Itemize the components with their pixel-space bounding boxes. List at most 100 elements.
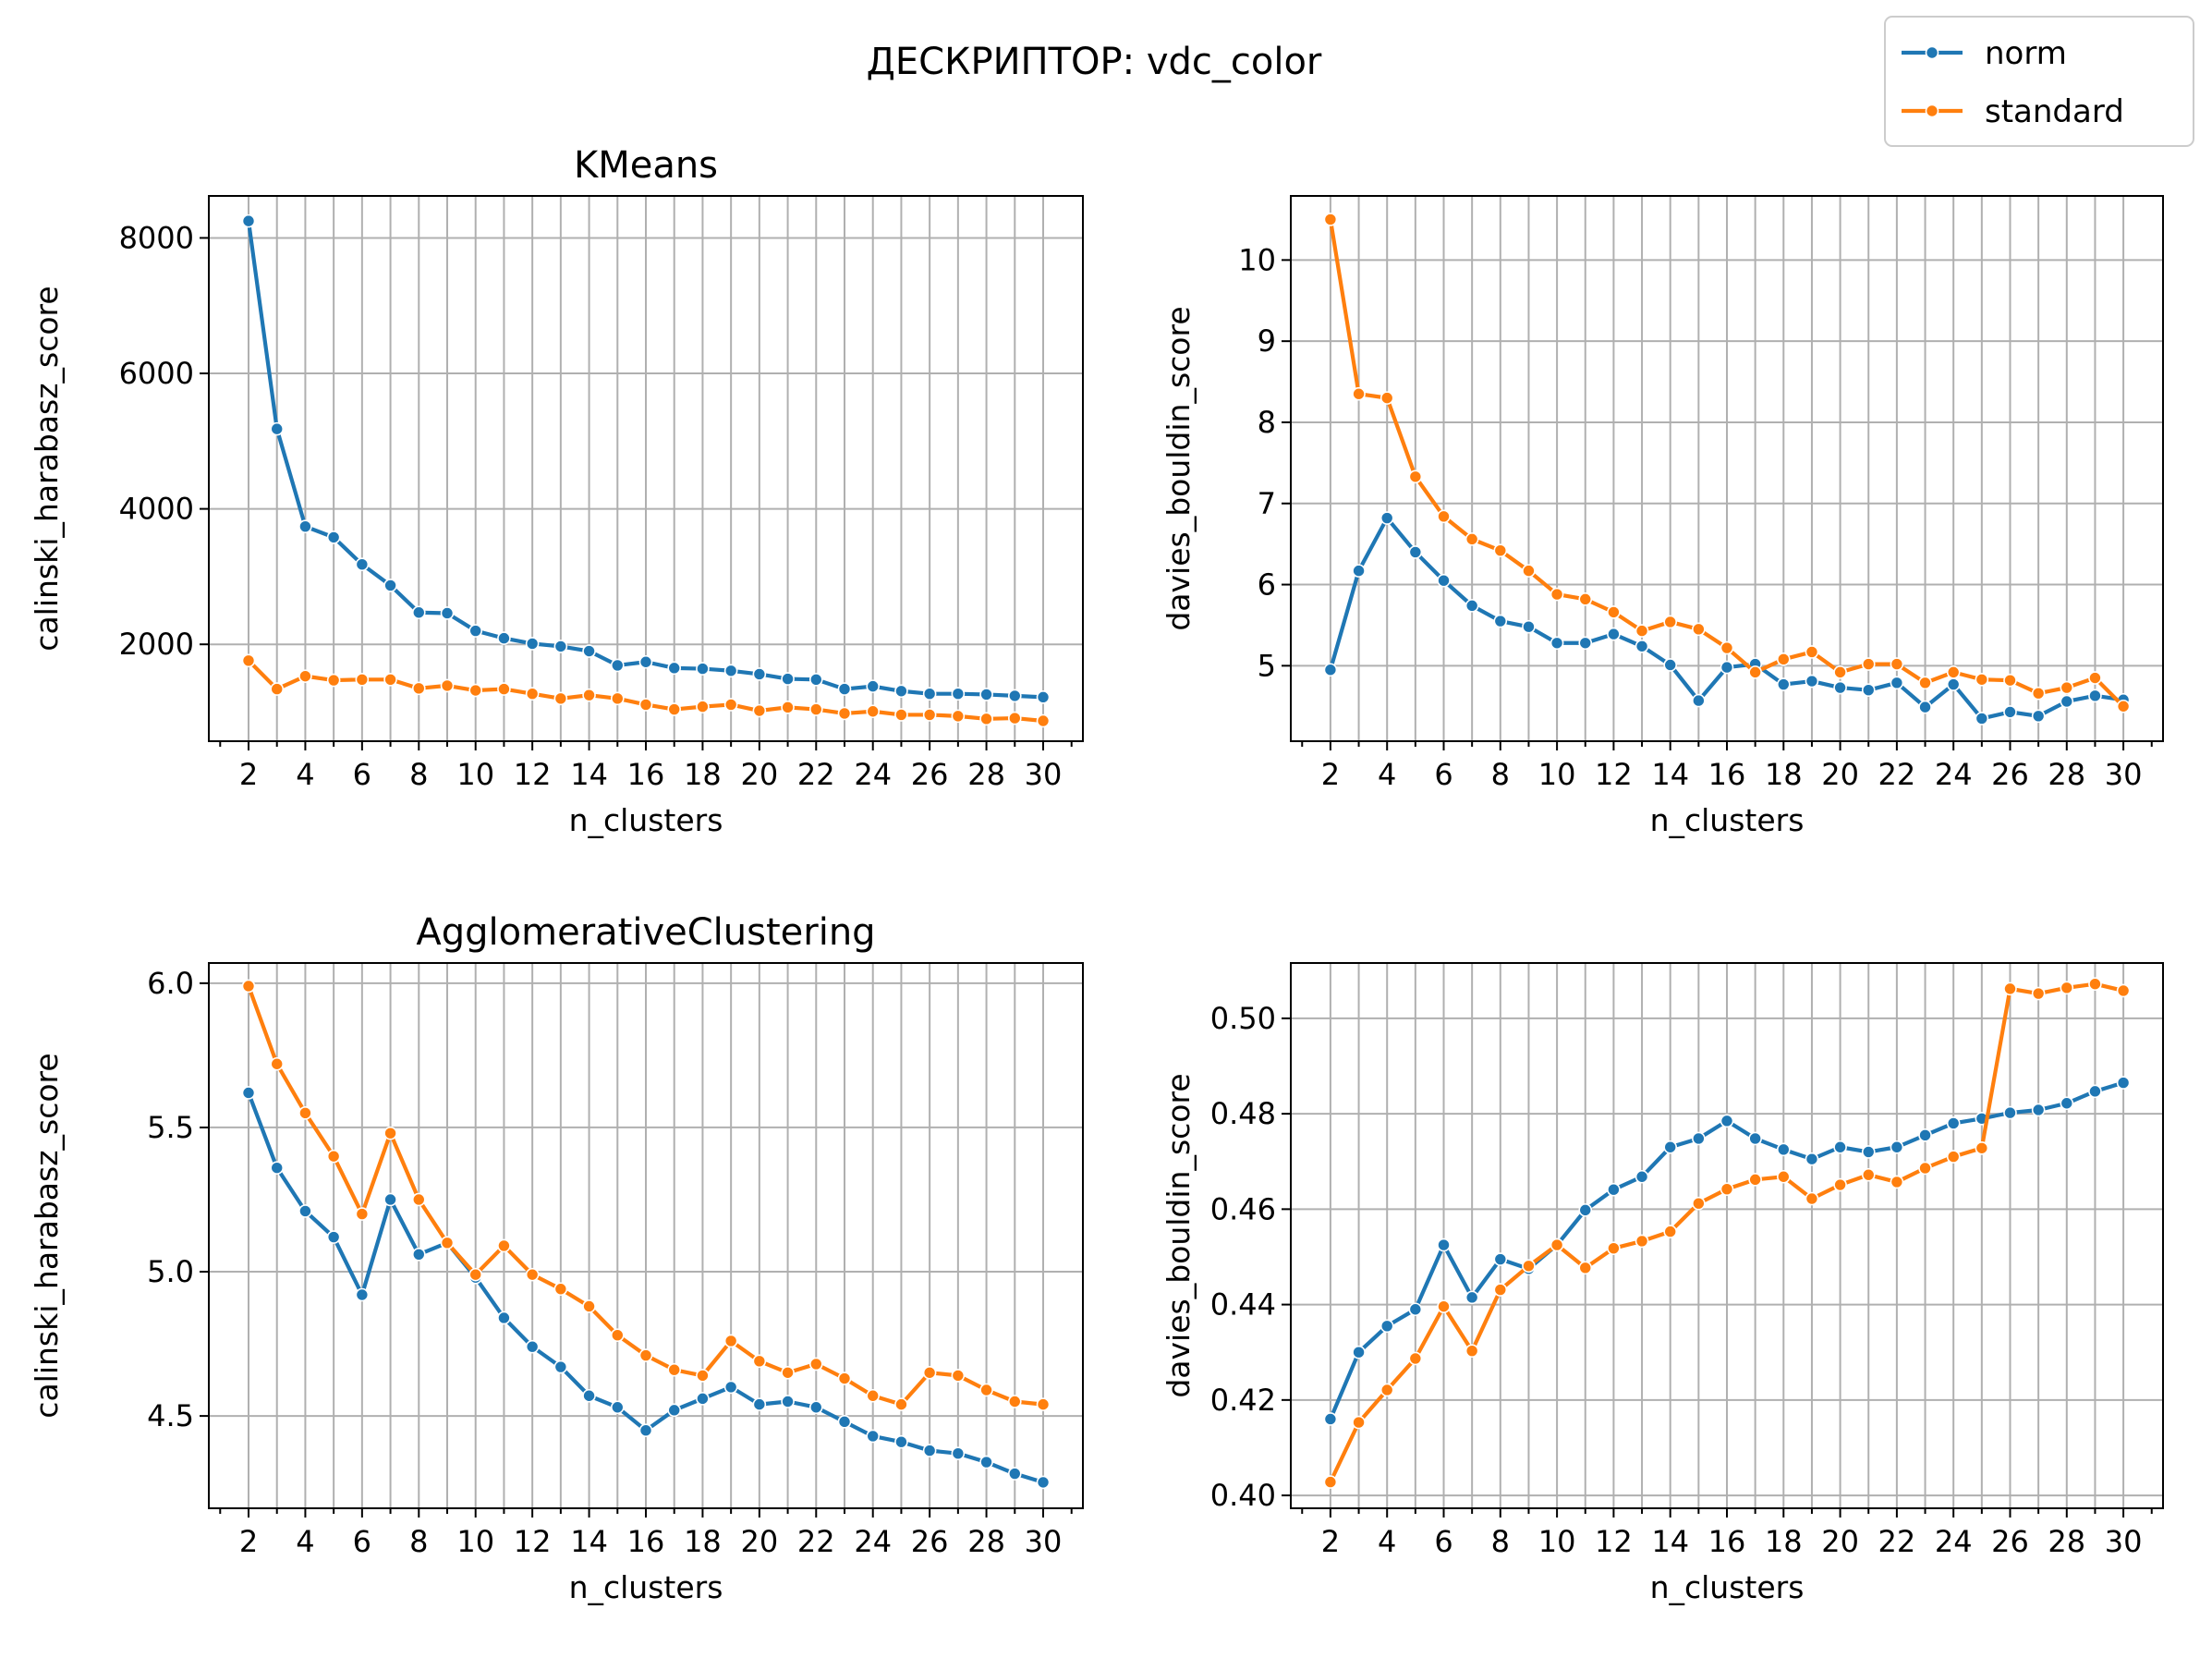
panel-title: AgglomerativeClustering (416, 911, 875, 954)
data-point-norm (752, 667, 767, 681)
data-point-norm (1493, 614, 1508, 628)
data-point-norm (951, 687, 966, 701)
data-point-norm (1692, 693, 1706, 708)
data-point-norm (270, 421, 285, 436)
data-point-norm (2088, 689, 2102, 703)
x-tick-label: 12 (514, 757, 552, 792)
data-point-norm (1379, 511, 1394, 525)
data-point-standard (1776, 1169, 1791, 1184)
data-point-standard (1663, 615, 1678, 629)
data-point-norm (1550, 636, 1564, 651)
data-point-standard (1408, 1351, 1423, 1366)
data-point-norm (752, 1397, 767, 1411)
data-point-norm (241, 1086, 256, 1100)
data-point-standard (1635, 624, 1649, 638)
data-point-norm (1663, 658, 1678, 672)
data-point-norm (1522, 619, 1536, 634)
grid (1291, 963, 2163, 1508)
data-point-standard (1408, 469, 1423, 484)
x-tick-label: 14 (1651, 1524, 1689, 1559)
data-point-norm (241, 213, 256, 228)
data-point-standard (326, 1149, 341, 1164)
data-point-standard (1578, 592, 1593, 606)
x-tick-label: 2 (239, 1524, 258, 1559)
data-point-norm (922, 687, 937, 701)
data-point-norm (411, 605, 426, 620)
data-point-standard (723, 698, 738, 712)
series-norm (241, 1086, 1051, 1490)
data-point-norm (1805, 674, 1819, 689)
series-standard (1323, 977, 2131, 1489)
data-point-standard (1607, 1241, 1621, 1255)
data-point-norm (1635, 1169, 1649, 1184)
x-tick-label: 18 (684, 757, 722, 792)
data-point-norm (837, 682, 852, 696)
data-point-norm (1493, 1252, 1508, 1266)
data-point-norm (1352, 1345, 1366, 1359)
chart-panel-2: 2 4 6 8 10 12 14 16 18 20 22 24 26 28 305678910n_clust… (1161, 195, 2164, 838)
data-point-standard (2088, 671, 2102, 685)
data-point-norm (723, 1380, 738, 1395)
x-tick-label: 4 (1378, 1524, 1396, 1559)
data-point-standard (1352, 386, 1366, 401)
data-point-norm (1437, 573, 1451, 588)
data-point-standard (241, 979, 256, 994)
data-point-norm (894, 1434, 908, 1449)
data-point-norm (1323, 663, 1338, 677)
data-point-standard (468, 683, 483, 698)
y-tick-label: 0.42 (1210, 1383, 1276, 1418)
data-point-norm (1861, 1145, 1876, 1159)
data-point-standard (752, 703, 767, 718)
data-point-norm (1975, 712, 1989, 725)
data-point-standard (1946, 665, 1961, 679)
data-point-standard (696, 700, 710, 713)
data-point-standard (270, 682, 285, 696)
data-point-standard (2060, 981, 2074, 995)
x-tick-label: 16 (1708, 1524, 1746, 1559)
data-point-standard (837, 1372, 852, 1385)
data-point-norm (638, 1423, 653, 1438)
data-point-norm (1607, 1182, 1621, 1197)
data-point-norm (1918, 1128, 1932, 1142)
data-point-norm (1946, 677, 1961, 691)
data-point-norm (1776, 1142, 1791, 1157)
data-point-standard (979, 712, 993, 726)
data-point-norm (723, 664, 738, 678)
data-point-standard (638, 1348, 653, 1362)
data-point-norm (1890, 676, 1904, 690)
data-point-norm (696, 1392, 710, 1406)
data-point-norm (298, 1204, 312, 1218)
data-point-norm (1833, 1140, 1847, 1154)
y-tick-label: 7 (1258, 486, 1276, 521)
data-point-standard (1918, 676, 1932, 690)
data-point-norm (808, 1400, 823, 1415)
x-tick-label: 18 (684, 1524, 722, 1559)
y-axis-label: calinski_harabasz_score (29, 286, 65, 651)
data-point-standard (781, 701, 795, 714)
legend-frame (1884, 16, 2194, 147)
data-point-standard (1833, 665, 1847, 679)
x-tick-label: 2 (239, 757, 258, 792)
y-tick-label: 8 (1258, 405, 1276, 440)
data-point-norm (270, 1161, 285, 1175)
data-point-norm (1776, 677, 1791, 691)
x-tick-label: 6 (353, 1524, 371, 1559)
data-point-standard (1663, 1225, 1678, 1238)
x-tick-label: 26 (911, 757, 949, 792)
y-tick-label: 6.0 (147, 966, 194, 1001)
x-tick-label: 24 (1935, 757, 1973, 792)
x-tick-label: 4 (296, 757, 314, 792)
data-point-norm (326, 530, 341, 544)
x-tick-label: 12 (1595, 757, 1633, 792)
data-point-norm (2088, 1084, 2102, 1099)
grid (209, 196, 1083, 741)
data-point-norm (1379, 1319, 1394, 1334)
data-point-norm (1437, 1237, 1451, 1252)
data-point-standard (2003, 673, 2017, 688)
y-tick-label: 0.40 (1210, 1478, 1276, 1513)
y-tick-label: 4.5 (147, 1398, 194, 1433)
x-tick-label: 14 (570, 1524, 608, 1559)
data-point-norm (1323, 1412, 1338, 1426)
x-tick-label: 20 (740, 757, 778, 792)
data-point-norm (383, 579, 397, 592)
